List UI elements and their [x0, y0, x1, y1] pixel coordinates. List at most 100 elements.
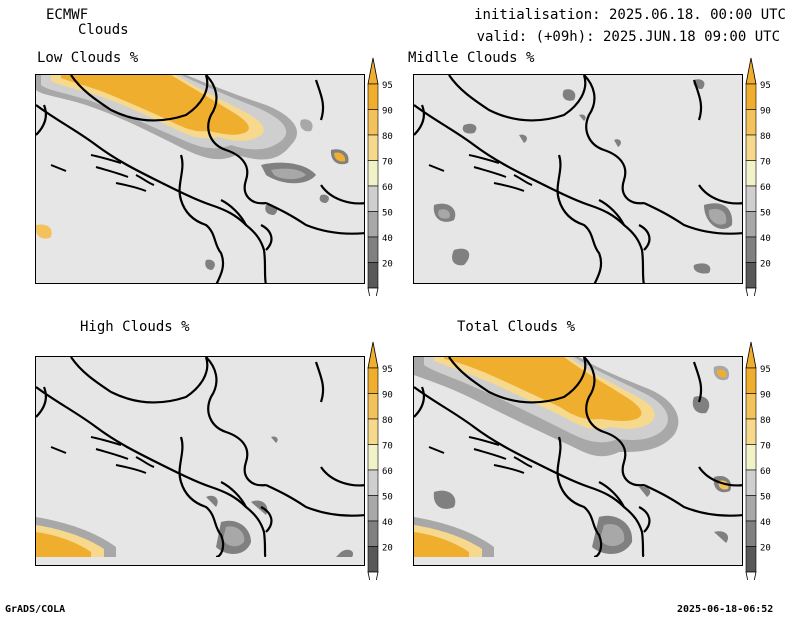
- colorbar-bottom-arrow: [745, 571, 757, 580]
- colorbar-swatch: [367, 393, 379, 420]
- colorbar-tick-label: 90: [760, 391, 771, 401]
- colorbar-tick-label: 80: [760, 132, 771, 142]
- colorbar-middle: 95 90 80 70 60 50 40 20: [738, 56, 778, 296]
- borders-total: [414, 357, 742, 557]
- colorbar-swatch: [367, 236, 379, 263]
- colorbar-swatch: [745, 418, 757, 445]
- colorbar-tick-label: 20: [382, 260, 393, 270]
- colorbar-swatch: [745, 495, 757, 522]
- coast-islands-total: [428, 436, 533, 474]
- colorbar-tick-label: 40: [760, 518, 771, 528]
- colorbar-tick-label: 95: [382, 365, 393, 375]
- colorbar-tick-label: 80: [760, 416, 771, 426]
- colorbar-swatch: [745, 469, 757, 496]
- colorbar-tick-label: 70: [760, 442, 771, 452]
- valid-time: valid: (+09h): 2025.JUN.18 09:00 UTC: [476, 29, 780, 45]
- colorbar-swatch: [745, 109, 757, 136]
- colorbar-swatch: [745, 83, 757, 110]
- colorbar-tick-label: 40: [382, 234, 393, 244]
- colorbar-swatch: [367, 211, 379, 238]
- colorbar-tick-label: 60: [760, 467, 771, 477]
- colorbar-swatch: [367, 185, 379, 212]
- colorbar-swatch: [367, 134, 379, 161]
- colorbar-tick-label: 90: [382, 107, 393, 117]
- colorbar-top-arrow: [367, 57, 379, 85]
- colorbar-tick-label: 50: [382, 493, 393, 503]
- borders-low: [36, 75, 364, 283]
- colorbar-low: 95 90 80 70 60 50 40 20: [360, 56, 400, 296]
- colorbar-tick-label: 60: [382, 467, 393, 477]
- colorbar-top-arrow: [745, 341, 757, 369]
- product-label: Clouds: [78, 22, 129, 38]
- cloud-field-middle: [433, 79, 733, 274]
- cloud-field-total: [414, 357, 732, 557]
- map-panel-high: [35, 356, 365, 566]
- colorbar-tick-label: 20: [760, 544, 771, 554]
- colorbar-swatch: [745, 546, 757, 573]
- colorbar-swatch: [745, 211, 757, 238]
- colorbar-bottom-arrow: [367, 571, 379, 580]
- colorbar-swatch: [745, 160, 757, 187]
- colorbar-tick-label: 50: [760, 209, 771, 219]
- colorbar-swatch: [367, 469, 379, 496]
- panel-title-middle: Midlle Clouds %: [408, 50, 535, 66]
- colorbar-swatch: [745, 236, 757, 263]
- map-panel-low: [35, 74, 365, 284]
- colorbar-top-arrow: [745, 57, 757, 85]
- footer-timestamp: 2025-06-18-06:52: [677, 604, 774, 615]
- colorbar-tick-label: 60: [382, 183, 393, 193]
- colorbar-tick-label: 70: [382, 442, 393, 452]
- colorbar-top-arrow: [367, 341, 379, 369]
- footer-software: GrADS/COLA: [5, 604, 66, 615]
- colorbar-bottom-arrow: [745, 287, 757, 296]
- colorbar-tick-label: 80: [382, 132, 393, 142]
- colorbar-tick-label: 95: [760, 81, 771, 91]
- init-time: initialisation: 2025.06.18. 00:00 UTC: [474, 7, 786, 23]
- panel-title-high: High Clouds %: [80, 319, 190, 335]
- colorbar-swatch: [745, 393, 757, 420]
- colorbar-tick-label: 95: [382, 81, 393, 91]
- colorbar-swatch: [367, 367, 379, 394]
- cloud-field-high: [36, 436, 354, 557]
- colorbar-tick-label: 40: [382, 518, 393, 528]
- colorbar-swatch: [367, 83, 379, 110]
- colorbar-tick-label: 60: [760, 183, 771, 193]
- colorbar-tick-label: 90: [382, 391, 393, 401]
- colorbar-tick-label: 80: [382, 416, 393, 426]
- colorbar-tick-label: 90: [760, 107, 771, 117]
- colorbar-swatch: [367, 444, 379, 471]
- panel-title-total: Total Clouds %: [457, 319, 576, 335]
- borders-high: [36, 357, 364, 557]
- colorbar-tick-label: 70: [760, 158, 771, 168]
- coast-islands-middle: [428, 154, 533, 192]
- colorbar-swatch: [367, 520, 379, 547]
- colorbar-tick-label: 50: [382, 209, 393, 219]
- colorbar-tick-label: 50: [760, 493, 771, 503]
- colorbar-tick-label: 95: [760, 365, 771, 375]
- colorbar-swatch: [745, 185, 757, 212]
- colorbar-swatch: [367, 495, 379, 522]
- colorbar-swatch: [367, 109, 379, 136]
- model-label: ECMWF: [46, 7, 89, 23]
- colorbar-tick-label: 20: [382, 544, 393, 554]
- colorbar-swatch: [367, 546, 379, 573]
- map-panel-total: [413, 356, 743, 566]
- coast-islands-low: [50, 154, 155, 192]
- colorbar-high: 95 90 80 70 60 50 40 20: [360, 340, 400, 580]
- map-panel-middle: [413, 74, 743, 284]
- colorbar-bottom-arrow: [367, 287, 379, 296]
- colorbar-tick-label: 70: [382, 158, 393, 168]
- colorbar-swatch: [367, 262, 379, 289]
- colorbar-swatch: [745, 262, 757, 289]
- colorbar-tick-label: 40: [760, 234, 771, 244]
- colorbar-swatch: [367, 160, 379, 187]
- colorbar-swatch: [745, 444, 757, 471]
- colorbar-swatch: [367, 418, 379, 445]
- colorbar-total: 95 90 80 70 60 50 40 20: [738, 340, 778, 580]
- cloud-field-low: [36, 75, 349, 270]
- borders-middle: [414, 75, 742, 283]
- colorbar-swatch: [745, 134, 757, 161]
- panel-title-low: Low Clouds %: [37, 50, 139, 66]
- coast-islands-high: [50, 436, 155, 474]
- colorbar-tick-label: 20: [760, 260, 771, 270]
